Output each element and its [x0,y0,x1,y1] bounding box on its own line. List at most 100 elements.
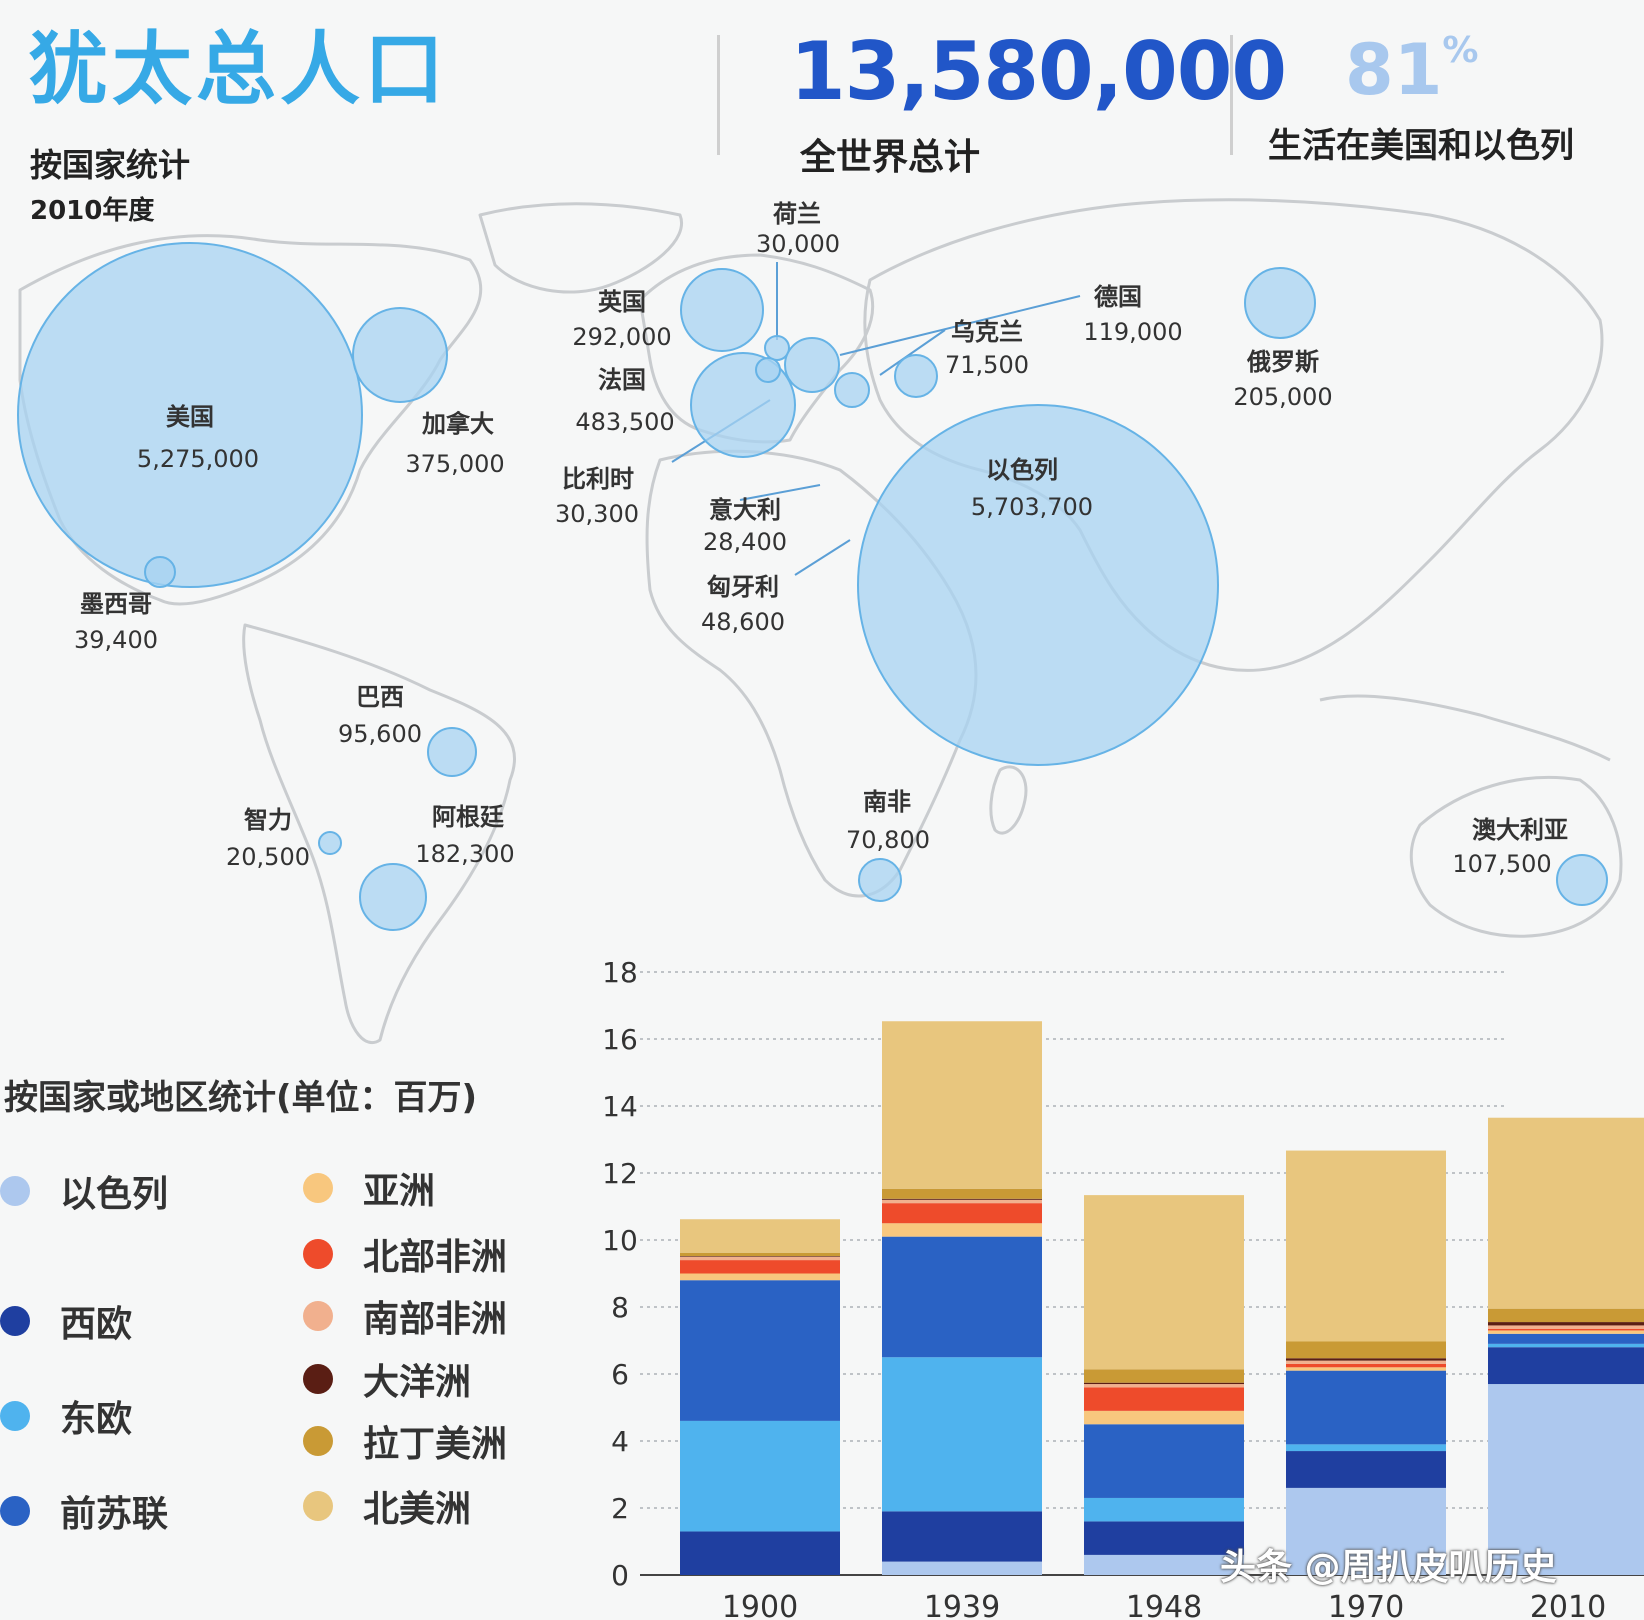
legend-label: 前苏联 [60,1494,169,1535]
header: 犹太总人口 按国家统计 2010年度 13,580,000 全世界总计 81% … [0,0,1644,230]
legend-label: 拉丁美洲 [363,1424,508,1465]
outline-greenland [478,202,684,294]
country-labels: 美国 5,275,000 加拿大 375,000 墨西哥 39,400 巴西 9… [74,200,1568,878]
label-mexico-name: 墨西哥 [80,590,152,618]
leader-lines [671,262,1081,576]
divider-left [717,35,720,155]
legend-item-oceania: 大洋洲 [303,1353,471,1405]
legend-item-former-ussr: 前苏联 [0,1485,168,1537]
bubble-brazil [427,727,477,777]
bubble-chile [318,831,342,855]
share-label: 生活在美国和以色列 [1268,126,1574,166]
label-france-value: 483,500 [575,408,674,436]
legend-swatch [303,1239,333,1269]
leader-italy [739,484,821,501]
page-subtitle: 按国家统计 [30,146,191,184]
label-italy-value: 28,400 [703,528,787,556]
bubble-south-africa [858,858,902,902]
legend-swatch [303,1364,333,1394]
label-canada-name: 加拿大 [422,410,494,438]
label-belgium-name: 比利时 [562,465,634,493]
label-argentina-name: 阿根廷 [432,803,505,831]
legend-label: 北美洲 [363,1489,472,1530]
label-australia-value: 107,500 [1452,850,1551,878]
legend-swatch [0,1401,30,1431]
legend-label: 东欧 [60,1399,133,1440]
legend-item-eastern-europe: 东欧 [0,1390,132,1442]
bubble-germany [784,337,840,393]
label-ukraine-value: 71,500 [945,351,1029,379]
page-title: 犹太总人口 [28,23,448,116]
bubble-australia [1556,854,1608,906]
label-mexico-value: 39,400 [74,626,158,654]
label-belgium-value: 30,300 [555,500,639,528]
label-usa-name: 美国 [166,403,214,431]
label-argentina-value: 182,300 [415,840,514,868]
legend-label: 大洋洲 [363,1362,472,1403]
legend-item-south-africa: 南部非洲 [303,1290,507,1342]
bubble-canada [352,307,448,403]
bubble-russia [1244,267,1316,339]
leader-hungary [794,539,851,576]
label-chile-name: 智力 [244,806,292,834]
legend-label: 北部非洲 [363,1237,508,1278]
bubble-italy [834,372,870,408]
label-usa-value: 5,275,000 [137,445,259,473]
legend-swatch [303,1173,333,1203]
label-south-africa-value: 70,800 [846,826,930,854]
share-number: 81 [1345,29,1443,111]
label-hungary-name: 匈牙利 [707,573,779,601]
year-label: 2010年度 [30,196,155,226]
legend-item-western-europe: 西欧 [0,1295,132,1347]
label-hungary-value: 48,600 [701,608,785,636]
world-total-label: 全世界总计 [800,137,981,178]
legend-item-north-africa: 北部非洲 [303,1228,507,1280]
bubbles [17,242,1608,931]
world-total-value: 13,580,000 [790,25,1287,118]
label-germany-value: 119,000 [1083,318,1182,346]
label-brazil-value: 95,600 [338,720,422,748]
bubble-ukraine [894,354,938,398]
label-australia-name: 澳大利亚 [1472,816,1568,844]
bubble-uk [680,268,764,352]
legend-swatch [0,1496,30,1526]
outline-north-america [18,234,483,606]
legend-label: 亚洲 [363,1171,436,1212]
outline-madagascar [989,765,1028,835]
legend-item-north-america: 北美洲 [303,1480,471,1532]
legend-swatch [303,1426,333,1456]
label-russia-name: 俄罗斯 [1246,348,1319,376]
outline-indonesia [1319,694,1611,762]
label-germany-name: 德国 [1094,283,1142,311]
watermark: 头条 @周扒皮叭历史 [1220,1547,1557,1588]
label-uk-name: 英国 [598,288,646,316]
label-israel-value: 5,703,700 [971,493,1093,521]
bubble-belgium [755,357,781,383]
label-chile-value: 20,500 [226,843,310,871]
label-uk-value: 292,000 [572,323,671,351]
divider-right [1230,35,1233,155]
outline-south-america [242,623,517,1044]
legend-swatch [0,1306,30,1336]
label-netherlands-value: 30,000 [756,230,840,258]
label-ukraine-name: 乌克兰 [951,318,1023,346]
legend-swatch [303,1301,333,1331]
label-brazil-name: 巴西 [356,683,404,711]
leader-ukraine [879,329,946,376]
label-israel-name: 以色列 [986,456,1058,484]
bubble-netherlands [764,335,790,361]
bubble-israel [857,404,1219,766]
legend-label: 以色列 [60,1174,169,1215]
legend-item-latin-america: 拉丁美洲 [303,1415,507,1467]
label-france-name: 法国 [598,366,646,394]
share-unit: % [1442,30,1479,71]
legend-swatch [303,1491,333,1521]
legend-label: 西欧 [60,1304,133,1345]
outline-australia [1409,776,1623,938]
leader-germany [839,295,1081,356]
legend-label: 南部非洲 [363,1299,508,1340]
bubble-usa [17,242,363,588]
label-netherlands-name: 荷兰 [773,200,821,228]
bubble-argentina [359,863,427,931]
